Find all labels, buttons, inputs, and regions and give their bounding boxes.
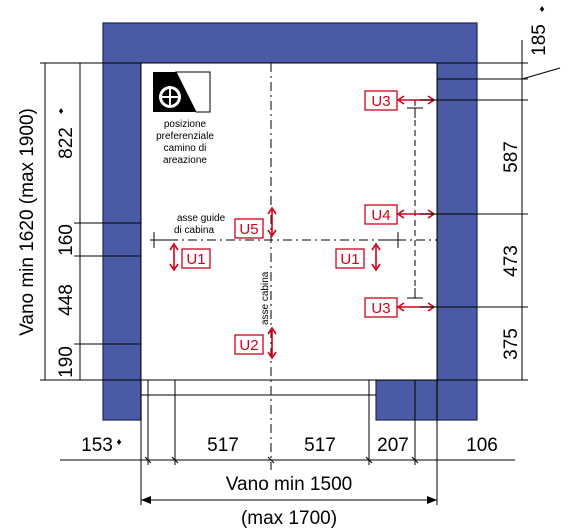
rail-bottom-marker	[407, 288, 423, 299]
marker-u1-right: U1	[335, 242, 381, 272]
svg-text:U5: U5	[239, 221, 258, 238]
svg-text:U3: U3	[371, 93, 390, 110]
vano-horizontal-max-label: (max 1700)	[241, 508, 337, 529]
left-dimension-chain	[40, 62, 141, 381]
guide-axis-label-line2: di cabina	[174, 225, 214, 236]
dim-185-diamond: ♦	[539, 4, 544, 15]
dim-587: 587	[501, 141, 522, 173]
dim-153-diamond: ♦	[116, 437, 121, 448]
vent-label-line4: areazione	[163, 155, 207, 166]
dim-153: 153	[81, 435, 113, 456]
dim-106: 106	[466, 435, 498, 456]
dim-185: 185	[529, 24, 550, 56]
right-dimension-chain	[420, 40, 561, 381]
dim-822: 822	[56, 127, 77, 159]
svg-text:U3: U3	[371, 300, 390, 317]
dim-190: 190	[56, 346, 77, 378]
marker-u1-left: U1	[169, 242, 211, 272]
wall-bottom-right	[375, 379, 438, 421]
car-axis-label: asse cabina	[260, 271, 271, 325]
svg-text:U1: U1	[186, 251, 205, 268]
dim-207: 207	[377, 435, 409, 456]
dim-517-left: 517	[207, 435, 239, 456]
dim-473: 473	[501, 245, 522, 277]
rail-top-marker	[407, 107, 423, 118]
marker-u3-top: U3	[364, 90, 436, 111]
vent-label-line3: camino di	[164, 143, 207, 154]
vano-horizontal-label: Vano min 1500	[226, 474, 352, 495]
rail-right-marker	[382, 232, 399, 248]
svg-text:U2: U2	[239, 337, 258, 354]
dim-160: 160	[56, 224, 77, 256]
guide-axis-label-line1: asse guide	[177, 213, 226, 224]
rail-left-marker	[153, 232, 170, 248]
svg-text:U4: U4	[371, 207, 390, 224]
bottom-dimension-chain	[60, 380, 515, 505]
vent-label-line2: preferenziale	[156, 131, 214, 142]
ventilation-fan-icon	[153, 71, 211, 113]
svg-text:U1: U1	[340, 251, 359, 268]
marker-u2: U2	[234, 326, 277, 360]
dim-375: 375	[501, 328, 522, 360]
vent-label-line1: posizione	[164, 119, 207, 130]
marker-u4: U4	[364, 204, 436, 225]
marker-u5: U5	[234, 206, 277, 239]
dim-822-diamond: ♦	[58, 106, 63, 117]
dim-448: 448	[56, 284, 77, 316]
dim-517-right: 517	[304, 435, 336, 456]
vano-vertical-label: Vano min 1620 (max 1900)	[17, 108, 38, 336]
